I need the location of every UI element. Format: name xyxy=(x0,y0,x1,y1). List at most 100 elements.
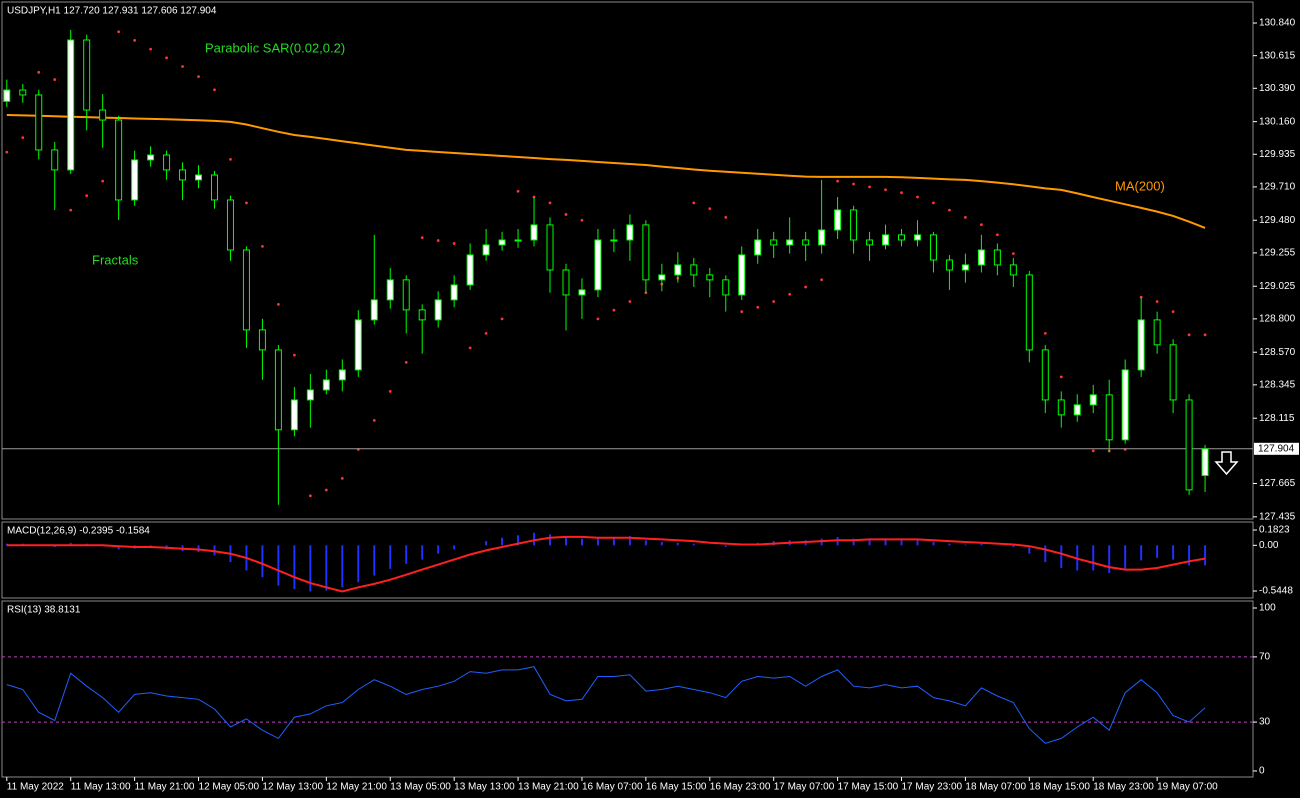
sar-dot xyxy=(85,194,89,198)
sar-dot xyxy=(404,360,408,364)
y-tick-label: 128.800 xyxy=(1259,314,1296,325)
sar-dot xyxy=(21,136,25,139)
candle-body xyxy=(594,239,602,291)
sar-dot xyxy=(836,179,839,183)
candle-body xyxy=(658,274,666,281)
candle-body xyxy=(450,284,458,301)
sar-dot xyxy=(1011,252,1015,256)
candle-body xyxy=(115,119,123,201)
sar-dot xyxy=(245,201,248,205)
candle-body xyxy=(1089,394,1097,406)
candle-body xyxy=(83,39,91,111)
sar-dot xyxy=(277,302,280,306)
sar-dot xyxy=(740,310,744,314)
sar-dot xyxy=(1187,333,1191,337)
sar-dot xyxy=(708,207,712,211)
candle-body xyxy=(195,174,203,181)
panel-frame xyxy=(1,600,1254,778)
candle-body xyxy=(754,239,762,256)
sar-dot xyxy=(133,39,137,42)
sar-dot xyxy=(868,185,871,189)
sell-arrow xyxy=(1214,451,1239,476)
candle-body xyxy=(67,39,75,171)
candle-body xyxy=(642,224,650,281)
x-tick-label: 13 May 05:00 xyxy=(390,782,451,793)
candle-body xyxy=(418,309,426,321)
sar-dot xyxy=(452,242,456,245)
y-tick-label: 127.665 xyxy=(1259,478,1296,489)
y-tick-label: 0.1823 xyxy=(1259,525,1290,536)
candle-body xyxy=(1137,319,1145,371)
x-tick-label: 16 May 15:00 xyxy=(646,782,707,793)
sar-dot xyxy=(564,213,568,216)
candle-body xyxy=(1153,319,1161,346)
candle-body xyxy=(1057,399,1065,416)
sar-dot xyxy=(516,189,520,193)
sar-dot xyxy=(165,56,168,60)
x-tick-label: 19 May 07:00 xyxy=(1157,782,1218,793)
sar-dot xyxy=(612,308,616,312)
candle-body xyxy=(99,109,107,121)
x-tick-label: 18 May 15:00 xyxy=(1029,782,1090,793)
candle-body xyxy=(882,234,890,246)
candle-body xyxy=(386,279,394,301)
candle-body xyxy=(898,234,906,241)
y-tick-label: 129.935 xyxy=(1259,149,1296,160)
sar-dot xyxy=(1059,375,1063,379)
candle-body xyxy=(1105,394,1113,441)
sar-dot xyxy=(692,201,696,205)
candle-body xyxy=(226,199,234,251)
panel-frame xyxy=(1,521,1254,599)
ma-label: MA(200) xyxy=(1115,178,1165,193)
candle-body xyxy=(802,239,810,246)
sar-dot xyxy=(1171,310,1175,314)
sar-dot xyxy=(548,201,552,205)
candle-body xyxy=(290,399,298,431)
sar-dot xyxy=(340,476,344,480)
candle-body xyxy=(834,209,842,231)
sar-dot xyxy=(1091,449,1095,453)
candle-body xyxy=(1169,344,1177,401)
y-tick-label: 129.025 xyxy=(1259,281,1296,292)
candle-body xyxy=(466,254,474,286)
candle-body xyxy=(131,159,139,201)
current-price-label: 127.904 xyxy=(1258,443,1295,454)
x-tick-label: 13 May 21:00 xyxy=(518,782,579,793)
sar-dot xyxy=(724,215,728,219)
candle-body xyxy=(322,379,330,391)
x-tick-label: 16 May 07:00 xyxy=(582,782,643,793)
candle-body xyxy=(19,89,27,96)
sar-dot xyxy=(292,353,296,357)
sar-dot xyxy=(756,305,760,309)
candle-body xyxy=(498,239,506,246)
sar-dot xyxy=(117,30,121,34)
sar-dot xyxy=(308,494,312,498)
candle-body xyxy=(274,349,282,431)
sar-dot xyxy=(5,150,9,154)
sar-dot xyxy=(979,223,983,227)
y-tick-label: 130.390 xyxy=(1259,83,1296,94)
candle-body xyxy=(514,239,522,242)
panel-title: MACD(12,26,9) -0.2395 -0.1584 xyxy=(7,526,150,537)
y-tick-label: -0.5448 xyxy=(1259,586,1293,597)
sar-dot xyxy=(948,208,951,212)
candle-body xyxy=(546,224,554,271)
candle-body xyxy=(370,299,378,321)
candle-body xyxy=(850,209,858,241)
candle-body xyxy=(818,229,826,246)
sar-dot xyxy=(580,218,584,222)
candle-body xyxy=(690,264,698,276)
y-tick-label: 0.00 xyxy=(1259,540,1279,551)
sar-dot xyxy=(820,278,824,282)
candle-body xyxy=(977,249,985,266)
candle-body xyxy=(945,259,953,271)
candle-body xyxy=(578,289,586,296)
x-tick-label: 11 May 13:00 xyxy=(71,782,131,793)
sar-dot xyxy=(261,244,264,248)
y-tick-label: 127.435 xyxy=(1259,511,1296,522)
sar-dot xyxy=(964,215,967,219)
y-tick-label: 129.710 xyxy=(1259,182,1296,193)
candle-body xyxy=(1121,369,1129,441)
